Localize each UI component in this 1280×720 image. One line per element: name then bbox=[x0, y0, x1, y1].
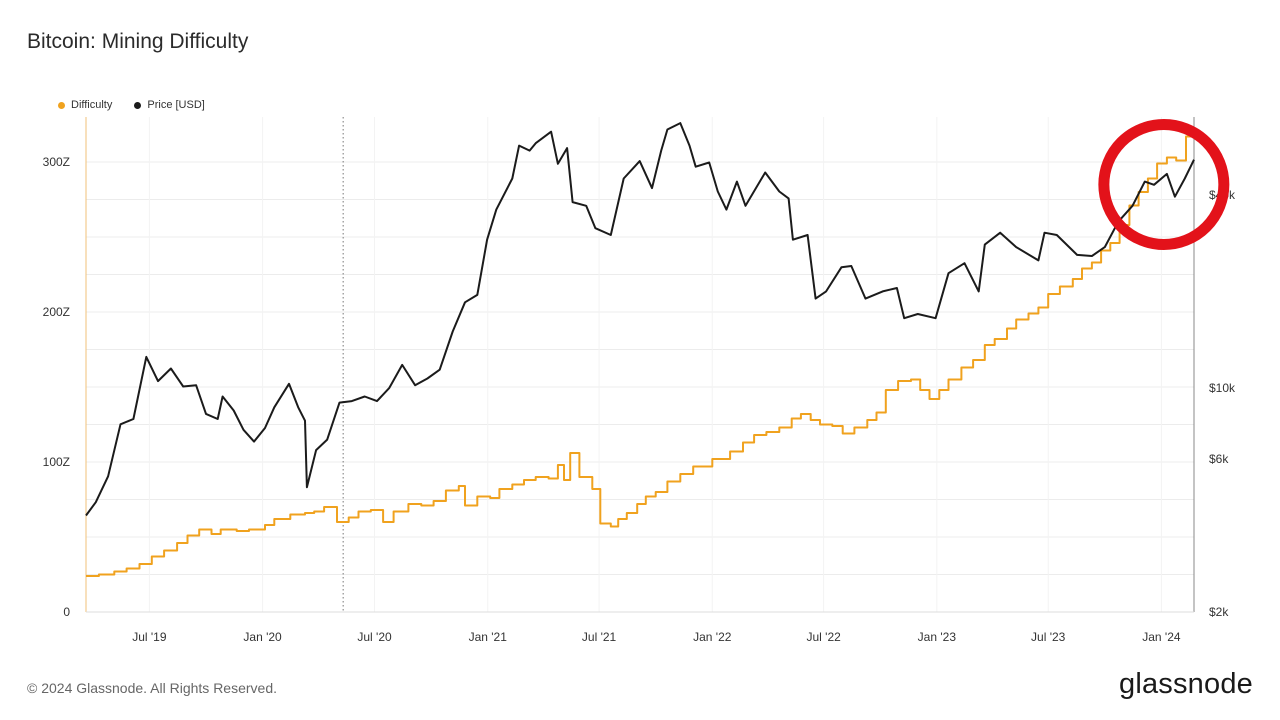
y-left-tick-label: 200Z bbox=[43, 305, 70, 319]
page-title: Bitcoin: Mining Difficulty bbox=[27, 30, 249, 53]
x-tick-label: Jan '20 bbox=[243, 630, 282, 644]
y-left-tick-label: 100Z bbox=[43, 455, 70, 469]
legend-dot-difficulty bbox=[58, 101, 65, 109]
y-left-tick-label: 300Z bbox=[43, 155, 70, 169]
copyright-text: © 2024 Glassnode. All Rights Reserved. bbox=[27, 680, 278, 696]
price-series-line bbox=[85, 122, 1195, 517]
difficulty-series-line bbox=[86, 135, 1194, 577]
chart-legend: Difficulty Price [USD] bbox=[58, 99, 205, 111]
highlight-circle bbox=[1098, 119, 1230, 250]
x-tick-label: Jul '19 bbox=[132, 630, 167, 644]
x-tick-label: Jul '23 bbox=[1031, 630, 1066, 644]
y-right-tick-label: $6k bbox=[1209, 452, 1229, 466]
legend-label-price: Price [USD] bbox=[147, 99, 205, 111]
y-left-tick-label: 0 bbox=[63, 605, 70, 619]
x-tick-label: Jan '24 bbox=[1142, 630, 1181, 644]
x-tick-label: Jan '21 bbox=[469, 630, 508, 644]
y-right-tick-label: $2k bbox=[1209, 605, 1229, 619]
x-tick-label: Jul '22 bbox=[806, 630, 841, 644]
glassnode-logo: glassnode bbox=[1118, 668, 1253, 700]
legend-item-price[interactable]: Price [USD] bbox=[134, 99, 205, 111]
legend-item-difficulty[interactable]: Difficulty bbox=[58, 99, 112, 111]
x-tick-label: Jan '22 bbox=[693, 630, 732, 644]
legend-dot-price bbox=[134, 101, 142, 109]
x-tick-label: Jul '21 bbox=[582, 630, 617, 644]
x-tick-label: Jan '23 bbox=[918, 630, 957, 644]
legend-label-difficulty: Difficulty bbox=[71, 99, 113, 111]
y-right-tick-label: $10k bbox=[1209, 381, 1236, 395]
x-tick-label: Jul '20 bbox=[357, 630, 392, 644]
